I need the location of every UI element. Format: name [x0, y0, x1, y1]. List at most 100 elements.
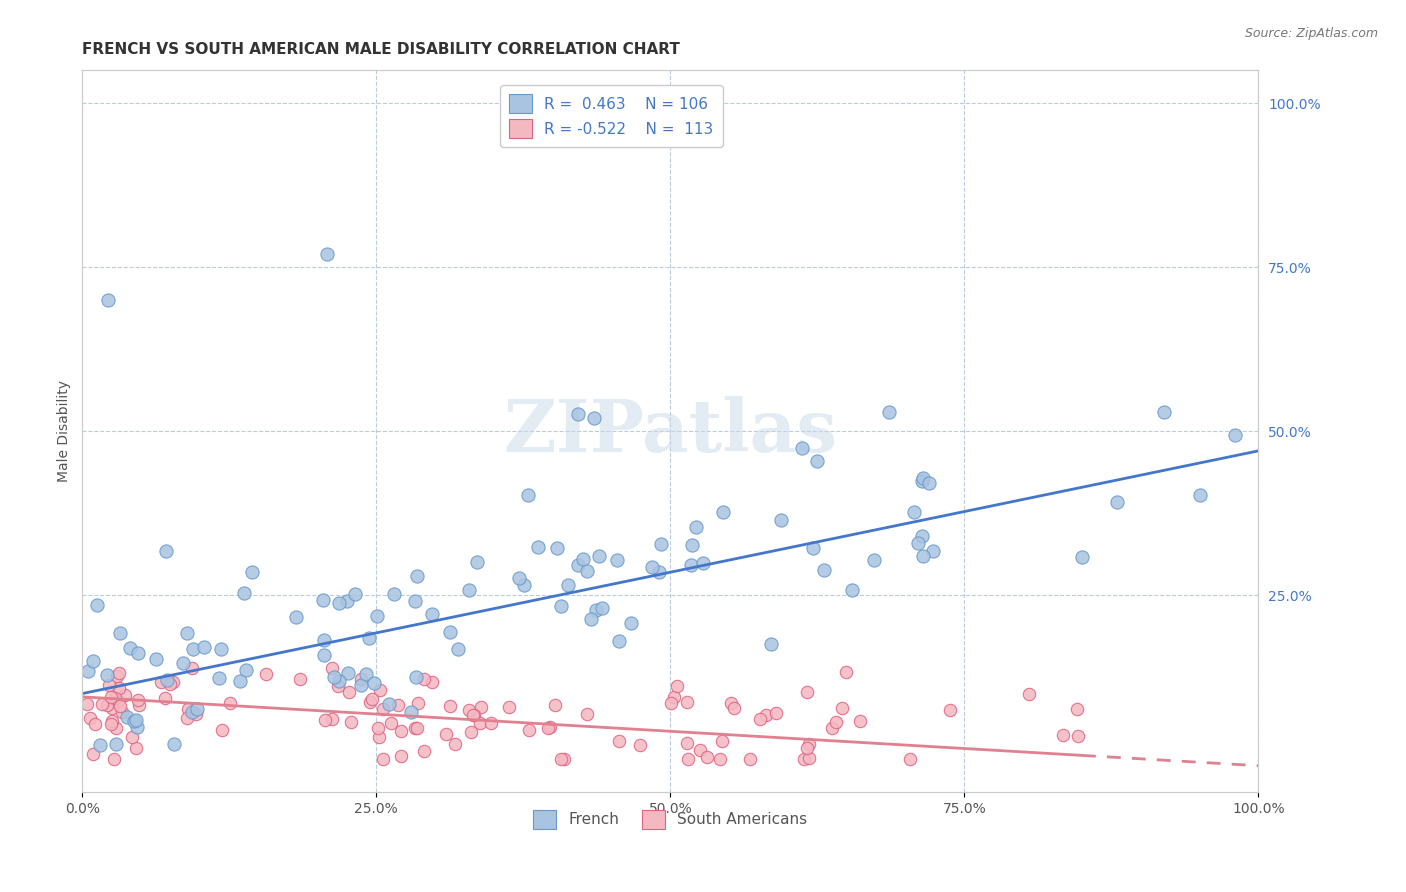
Point — [101, 714, 124, 729]
Point — [108, 681, 131, 696]
Point — [583, 411, 606, 425]
Point — [124, 740, 146, 755]
Point — [439, 625, 461, 640]
Point — [628, 738, 651, 752]
Point — [104, 721, 127, 735]
Point — [96, 698, 118, 713]
Point — [911, 528, 934, 542]
Point — [517, 723, 540, 737]
Point — [903, 505, 925, 519]
Point — [389, 724, 412, 739]
Point — [350, 678, 373, 692]
Point — [709, 752, 731, 766]
Point — [97, 293, 120, 307]
Point — [79, 711, 101, 725]
Point — [155, 544, 177, 558]
Point — [676, 695, 699, 709]
Point — [367, 730, 389, 744]
Point — [664, 690, 686, 704]
Point — [114, 688, 136, 702]
Point — [793, 752, 815, 766]
Point — [420, 674, 443, 689]
Point — [720, 696, 742, 710]
Point — [406, 569, 429, 583]
Point — [186, 702, 208, 716]
Point — [508, 571, 530, 585]
Point — [314, 648, 336, 662]
Point — [208, 671, 231, 685]
Point — [350, 672, 373, 686]
Point — [387, 698, 409, 713]
Point — [918, 476, 941, 491]
Point — [939, 703, 962, 717]
Point — [176, 625, 198, 640]
Point — [689, 743, 711, 757]
Point — [412, 744, 434, 758]
Point — [796, 741, 818, 756]
Point — [145, 652, 167, 666]
Point — [457, 583, 479, 598]
Point — [607, 633, 630, 648]
Point — [404, 721, 426, 735]
Point — [328, 596, 350, 610]
Point — [380, 716, 402, 731]
Point — [405, 721, 427, 735]
Point — [127, 646, 149, 660]
Point — [122, 714, 145, 728]
Point — [343, 586, 366, 600]
Point — [588, 549, 610, 563]
Point — [371, 752, 394, 766]
Point — [550, 752, 572, 766]
Text: FRENCH VS SOUTH AMERICAN MALE DISABILITY CORRELATION CHART: FRENCH VS SOUTH AMERICAN MALE DISABILITY… — [83, 42, 681, 57]
Point — [444, 738, 467, 752]
Point — [180, 705, 202, 719]
Point — [1223, 428, 1246, 442]
Point — [465, 555, 488, 569]
Point — [576, 707, 599, 722]
Point — [498, 700, 520, 714]
Point — [641, 560, 664, 574]
Point — [111, 705, 134, 719]
Point — [797, 751, 820, 765]
Point — [360, 692, 382, 706]
Point — [711, 505, 734, 519]
Point — [1052, 728, 1074, 742]
Point — [849, 714, 872, 729]
Point — [650, 537, 672, 551]
Point — [229, 674, 252, 689]
Point — [108, 698, 131, 713]
Point — [470, 699, 492, 714]
Point — [797, 737, 820, 751]
Point — [121, 730, 143, 744]
Point — [359, 695, 381, 709]
Point — [100, 690, 122, 705]
Point — [759, 638, 782, 652]
Point — [1188, 488, 1211, 502]
Point — [1018, 687, 1040, 701]
Point — [550, 599, 572, 613]
Point — [254, 667, 277, 681]
Text: Source: ZipAtlas.com: Source: ZipAtlas.com — [1244, 27, 1378, 40]
Point — [681, 537, 703, 551]
Point — [572, 551, 595, 566]
Point — [607, 734, 630, 748]
Point — [156, 673, 179, 687]
Point — [527, 541, 550, 555]
Point — [676, 752, 699, 766]
Point — [107, 693, 129, 707]
Point — [323, 670, 346, 684]
Point — [831, 701, 853, 715]
Point — [373, 702, 395, 716]
Point — [125, 720, 148, 734]
Point — [461, 707, 484, 722]
Point — [412, 672, 434, 686]
Point — [235, 663, 257, 677]
Point — [83, 717, 105, 731]
Point — [620, 616, 643, 631]
Point — [544, 698, 567, 712]
Point — [181, 641, 204, 656]
Point — [288, 672, 311, 686]
Point — [755, 708, 778, 723]
Point — [218, 696, 240, 710]
Point — [321, 660, 343, 674]
